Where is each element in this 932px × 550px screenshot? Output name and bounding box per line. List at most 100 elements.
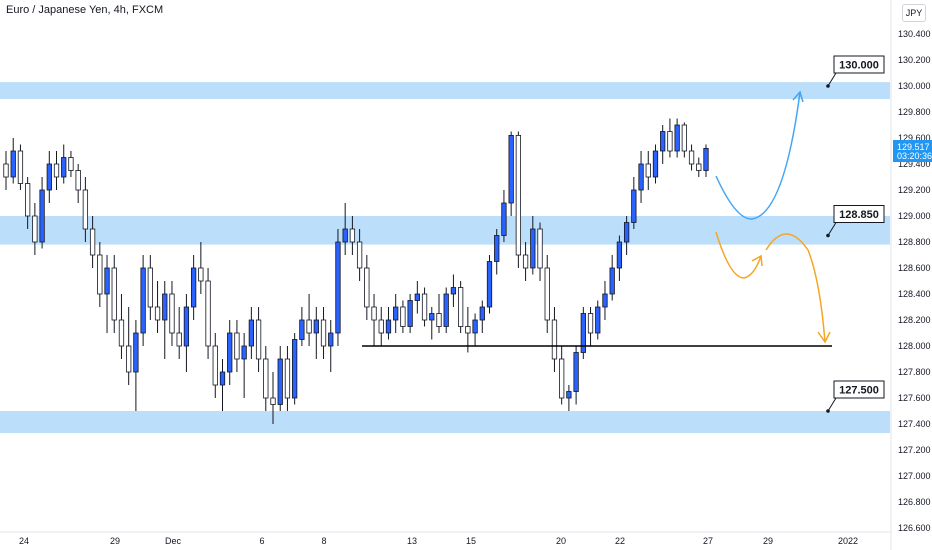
- price-axis[interactable]: 130.400 130.200 130.000 129.800 129.600 129.4…: [890, 0, 931, 550]
- candle-body: [522, 254, 529, 269]
- candle-body: [82, 189, 89, 230]
- time-tick-label: 13: [407, 536, 417, 546]
- price-tick-label: 130.000: [898, 81, 931, 91]
- bullish-projection-arrow[interactable]: [715, 91, 801, 220]
- candle-body: [551, 319, 558, 360]
- price-tick-label: 127.000: [898, 471, 931, 481]
- zone-0[interactable]: [0, 82, 890, 99]
- zone-1[interactable]: [0, 216, 890, 245]
- candle-body: [393, 306, 399, 321]
- candle-body: [104, 267, 110, 295]
- bearish-arrow-head-1: [751, 254, 763, 267]
- price-tick-label: 126.800: [898, 497, 931, 507]
- time-tick-label: 15: [466, 536, 476, 546]
- time-tick-label: 20: [556, 536, 566, 546]
- candle-body: [400, 306, 406, 327]
- candle-body: [75, 170, 81, 191]
- level-label-2: 127.500: [839, 385, 879, 397]
- price-tick-label: 130.200: [898, 55, 931, 65]
- candle-body: [623, 222, 630, 243]
- price-tick-label: 128.600: [898, 263, 931, 273]
- candle-body: [385, 319, 392, 334]
- candle-body: [169, 293, 175, 334]
- time-tick-label: 2022: [838, 536, 858, 546]
- candle-body: [17, 150, 24, 184]
- time-tick-label: Dec: [165, 536, 182, 546]
- candle-body: [472, 319, 478, 334]
- candle-body: [154, 306, 161, 321]
- price-tick-label: 127.600: [898, 393, 931, 403]
- level-label-anchor: [826, 233, 830, 238]
- candle-body: [349, 228, 356, 243]
- candle-body: [320, 319, 327, 347]
- candle-body: [205, 280, 211, 347]
- last-price-value: 129.517: [897, 142, 930, 152]
- candle-body: [328, 332, 334, 347]
- price-tick-label: 129.000: [898, 211, 931, 221]
- candle-body: [515, 134, 522, 256]
- candle-body: [342, 228, 348, 243]
- candle-body: [364, 267, 370, 308]
- candle-body: [429, 313, 435, 321]
- currency-badge[interactable]: JPY: [902, 4, 926, 22]
- level-label-box[interactable]: [833, 55, 885, 74]
- time-tick-label: 29: [763, 536, 773, 546]
- candle-body: [602, 293, 608, 308]
- candle-body: [183, 306, 190, 347]
- candle-body: [292, 339, 298, 399]
- candle-body: [118, 319, 125, 347]
- candle-body: [46, 163, 52, 191]
- candle-body: [479, 306, 485, 321]
- candle-body: [227, 332, 233, 373]
- candle-body: [53, 163, 60, 178]
- bearish-projection-arrow-1[interactable]: [715, 231, 762, 279]
- price-tick-label: 126.600: [898, 523, 931, 533]
- candle-body: [97, 254, 103, 295]
- candle-body: [313, 319, 319, 334]
- candle-body: [378, 319, 384, 334]
- candle-body: [89, 228, 96, 256]
- candle-body: [414, 293, 420, 301]
- candle-body: [255, 319, 262, 360]
- bar-countdown: 03:20:36: [897, 151, 932, 161]
- candle-body: [212, 345, 218, 386]
- candle-body: [638, 163, 644, 191]
- candle-body: [494, 235, 500, 262]
- candle-body: [25, 183, 31, 217]
- price-tick-label: 128.400: [898, 289, 931, 299]
- level-label-box[interactable]: [833, 205, 885, 223]
- candle-body: [450, 287, 457, 295]
- candle-body: [566, 391, 572, 399]
- level-label-pointer: [827, 397, 837, 412]
- candle-body: [241, 345, 247, 360]
- zone-2[interactable]: [0, 411, 890, 434]
- bullish-arrow-head: [792, 90, 804, 103]
- last-price-tag-background: [893, 140, 932, 162]
- candle-body: [3, 163, 9, 178]
- candle-body: [306, 319, 312, 334]
- price-tick-label: 127.200: [898, 445, 931, 455]
- candles-layer: [3, 118, 709, 424]
- candle-body: [580, 313, 586, 353]
- time-tick-label: 8: [321, 536, 326, 546]
- candle-body: [616, 241, 623, 269]
- candle-body: [696, 163, 702, 171]
- candle-body: [133, 332, 139, 373]
- candle-body: [176, 332, 182, 347]
- candle-body: [277, 358, 283, 405]
- bearish-projection-arrow-2[interactable]: [765, 233, 826, 343]
- candle-body: [219, 371, 226, 386]
- candle-body: [660, 131, 666, 152]
- candle-body: [609, 267, 615, 295]
- price-tick-label: 129.600: [898, 133, 931, 143]
- level-label-anchor: [826, 409, 830, 413]
- price-tick-label: 129.800: [898, 107, 931, 117]
- candle-body: [407, 300, 413, 327]
- bearish-arrow-head-2: [817, 331, 831, 344]
- price-tick-label: 128.800: [898, 237, 931, 247]
- candle-body: [39, 189, 45, 243]
- level-label-box[interactable]: [833, 380, 885, 399]
- time-axis[interactable]: 24 29 Dec 6 8 13 15 20 22 27 29 2022: [0, 531, 890, 546]
- time-tick-label: 27: [703, 536, 713, 546]
